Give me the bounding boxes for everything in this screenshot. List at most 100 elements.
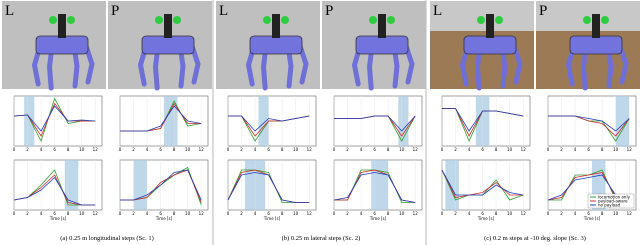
image-label: L <box>5 3 14 19</box>
x-tick-label: 8 <box>601 211 604 216</box>
payload <box>387 16 395 24</box>
x-tick-label: 4 <box>40 211 43 216</box>
highlight-span <box>615 96 630 146</box>
x-tick-label: 12 <box>199 211 205 216</box>
x-tick-label: 10 <box>613 211 619 216</box>
x-tick-label: 0 <box>227 211 230 216</box>
plot-area <box>227 159 317 211</box>
robot-leg <box>403 43 415 85</box>
x-tick-label: 8 <box>387 211 390 216</box>
robot-arm <box>164 14 172 38</box>
x-tick-label: 6 <box>267 147 270 152</box>
x-tick-label: 2 <box>26 147 29 152</box>
x-tick-label: 10 <box>507 211 513 216</box>
series-line <box>333 172 416 203</box>
x-tick-label: 2 <box>240 147 243 152</box>
x-tick-label: 8 <box>495 211 498 216</box>
image-label: P <box>539 3 547 19</box>
robot-body <box>35 35 89 55</box>
robot-body <box>355 35 409 55</box>
series-line <box>227 172 310 203</box>
robot-arm <box>272 14 280 38</box>
x-tick-label: 2 <box>454 211 457 216</box>
x-tick-label: 10 <box>613 147 619 152</box>
robot-leg <box>297 43 309 85</box>
series-line <box>13 105 96 132</box>
robot-body <box>141 35 195 55</box>
x-tick-label: 2 <box>560 147 563 152</box>
x-tick-label: 12 <box>627 147 633 152</box>
x-tick-label: 4 <box>146 147 149 152</box>
payload <box>155 16 163 24</box>
x-axis-label: Time [s] <box>369 216 387 221</box>
x-tick-label: 10 <box>79 211 85 216</box>
series-line <box>441 169 524 198</box>
legend-box <box>587 193 635 209</box>
image-label: L <box>433 3 442 19</box>
x-tick-label: 0 <box>441 211 444 216</box>
robot-leg <box>83 43 95 85</box>
payload <box>495 16 503 24</box>
x-tick-label: 12 <box>521 147 527 152</box>
x-tick-label: 12 <box>413 211 419 216</box>
x-tick-label: 4 <box>468 211 471 216</box>
x-tick-label: 12 <box>307 211 313 216</box>
x-tick-label: 2 <box>560 211 563 216</box>
x-tick-label: 2 <box>240 211 243 216</box>
sky <box>430 1 534 31</box>
highlight-span <box>398 96 409 146</box>
x-tick-label: 6 <box>587 211 590 216</box>
caption: (a) 0.25 m longitudinal steps (Sc. 1) <box>60 235 154 242</box>
series-line <box>334 115 416 132</box>
x-tick-label: 8 <box>495 147 498 152</box>
highlight-span <box>445 160 459 210</box>
x-tick-label: 10 <box>185 147 191 152</box>
robot-body <box>569 35 623 55</box>
robot-arm <box>486 14 494 38</box>
robot-leg <box>617 43 629 85</box>
robot-body <box>463 35 517 55</box>
x-tick-label: 6 <box>53 147 56 152</box>
x-tick-label: 2 <box>454 147 457 152</box>
legend-label: payload-aware <box>598 199 628 204</box>
x-tick-label: 2 <box>346 147 349 152</box>
x-tick-label: 10 <box>185 211 191 216</box>
plot-area <box>13 159 103 211</box>
x-tick-label: 2 <box>346 211 349 216</box>
payload <box>281 16 289 24</box>
x-axis-label: Time [s] <box>49 216 67 221</box>
x-tick-label: 2 <box>132 147 135 152</box>
x-tick-label: 6 <box>159 147 162 152</box>
x-tick-label: 0 <box>547 211 550 216</box>
x-tick-label: 0 <box>119 147 122 152</box>
x-tick-label: 4 <box>40 147 43 152</box>
x-tick-label: 10 <box>399 211 405 216</box>
series-line <box>120 169 202 201</box>
robot-arm <box>58 14 66 38</box>
x-tick-label: 10 <box>293 147 299 152</box>
x-tick-label: 8 <box>387 147 390 152</box>
x-tick-label: 8 <box>281 147 284 152</box>
payload <box>369 16 377 24</box>
x-tick-label: 4 <box>468 147 471 152</box>
sky <box>536 1 640 31</box>
x-tick-label: 12 <box>199 147 205 152</box>
x-tick-label: 8 <box>173 147 176 152</box>
x-tick-label: 12 <box>93 211 99 216</box>
series-line <box>120 105 202 132</box>
series-line <box>13 176 96 206</box>
robot-leg <box>189 43 201 85</box>
highlight-span <box>24 96 35 146</box>
series-line <box>548 115 630 132</box>
x-axis-label: Time [s] <box>263 216 281 221</box>
legend-label: no payload <box>598 203 621 208</box>
payload <box>263 16 271 24</box>
x-tick-label: 12 <box>413 147 419 152</box>
x-axis-label: Time [s] <box>583 216 601 221</box>
x-tick-label: 0 <box>119 211 122 216</box>
caption: (b) 0.25 m lateral steps (Sc. 2) <box>282 235 361 242</box>
x-tick-label: 12 <box>627 211 633 216</box>
series-line <box>441 169 524 196</box>
x-tick-label: 10 <box>293 211 299 216</box>
